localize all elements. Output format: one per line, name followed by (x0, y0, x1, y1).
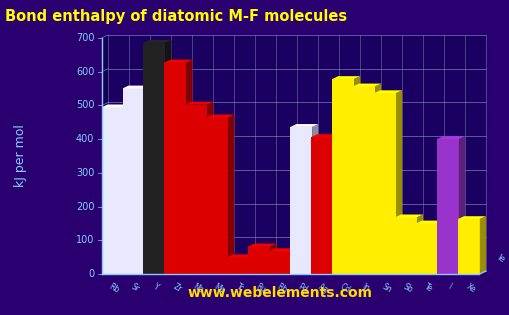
Polygon shape (331, 76, 359, 79)
Polygon shape (291, 248, 297, 274)
Text: Bond enthalpy of diatomic M-F molecules: Bond enthalpy of diatomic M-F molecules (5, 9, 347, 25)
Polygon shape (164, 62, 186, 274)
Text: 600: 600 (76, 66, 94, 77)
Polygon shape (310, 134, 338, 137)
Polygon shape (143, 40, 171, 43)
Polygon shape (269, 248, 297, 251)
Polygon shape (248, 246, 270, 274)
Polygon shape (249, 254, 255, 274)
Text: Ru: Ru (254, 282, 267, 295)
Text: 400: 400 (76, 134, 94, 144)
Text: 700: 700 (76, 33, 94, 43)
Text: 300: 300 (76, 168, 94, 178)
Polygon shape (101, 105, 129, 107)
Polygon shape (415, 220, 443, 223)
Polygon shape (102, 35, 108, 274)
Polygon shape (394, 215, 422, 217)
Text: Xe: Xe (464, 282, 476, 295)
Polygon shape (374, 93, 395, 274)
Text: Sr: Sr (129, 282, 140, 294)
Polygon shape (185, 105, 207, 274)
Polygon shape (436, 136, 464, 139)
Polygon shape (457, 216, 485, 219)
Polygon shape (415, 223, 437, 274)
Text: Sb: Sb (401, 282, 413, 295)
Text: 200: 200 (76, 202, 94, 212)
Polygon shape (479, 216, 485, 274)
Polygon shape (352, 83, 380, 86)
Text: 500: 500 (76, 100, 94, 110)
Polygon shape (353, 76, 359, 274)
Text: Y: Y (152, 282, 160, 292)
Polygon shape (122, 89, 144, 274)
Text: Cd: Cd (337, 282, 351, 295)
Polygon shape (122, 86, 150, 89)
Text: kJ per mol: kJ per mol (14, 124, 27, 187)
Polygon shape (101, 107, 123, 274)
Polygon shape (207, 102, 213, 274)
Text: 0: 0 (88, 269, 94, 279)
Text: I: I (446, 282, 452, 291)
Polygon shape (270, 243, 276, 274)
Polygon shape (310, 137, 332, 274)
Polygon shape (374, 90, 401, 93)
Polygon shape (395, 90, 401, 274)
Polygon shape (144, 86, 150, 274)
Text: www.webelements.com: www.webelements.com (188, 286, 372, 300)
Polygon shape (416, 215, 422, 274)
Polygon shape (206, 115, 234, 117)
Polygon shape (186, 60, 192, 274)
Text: Ie: Ie (494, 252, 505, 264)
Polygon shape (290, 127, 312, 274)
Text: Mo: Mo (212, 282, 226, 295)
Text: 100: 100 (76, 235, 94, 245)
Polygon shape (164, 60, 192, 62)
Text: Ag: Ag (317, 282, 330, 295)
Polygon shape (143, 43, 165, 274)
Polygon shape (331, 79, 353, 274)
Text: Rh: Rh (275, 282, 288, 295)
Text: In: In (360, 282, 371, 293)
Polygon shape (312, 124, 318, 274)
Polygon shape (108, 35, 485, 271)
Polygon shape (352, 86, 374, 274)
Text: Nb: Nb (191, 282, 205, 295)
Polygon shape (394, 217, 416, 274)
Text: Rb: Rb (107, 282, 121, 295)
Polygon shape (457, 219, 479, 274)
Polygon shape (206, 117, 228, 274)
Polygon shape (437, 220, 443, 274)
Text: Pd: Pd (296, 282, 309, 295)
Polygon shape (227, 257, 249, 274)
Text: Sn: Sn (380, 282, 392, 295)
Polygon shape (248, 243, 276, 246)
Polygon shape (332, 134, 338, 274)
Polygon shape (436, 139, 458, 274)
Polygon shape (102, 271, 485, 274)
Text: Tc: Tc (234, 282, 245, 294)
Text: Zr: Zr (171, 282, 183, 294)
Polygon shape (269, 251, 291, 274)
Polygon shape (290, 124, 318, 127)
Polygon shape (227, 254, 255, 257)
Text: Te: Te (422, 282, 434, 294)
Polygon shape (374, 83, 380, 274)
Polygon shape (185, 102, 213, 105)
Polygon shape (165, 40, 171, 274)
Polygon shape (228, 115, 234, 274)
Polygon shape (123, 105, 129, 274)
Polygon shape (458, 136, 464, 274)
